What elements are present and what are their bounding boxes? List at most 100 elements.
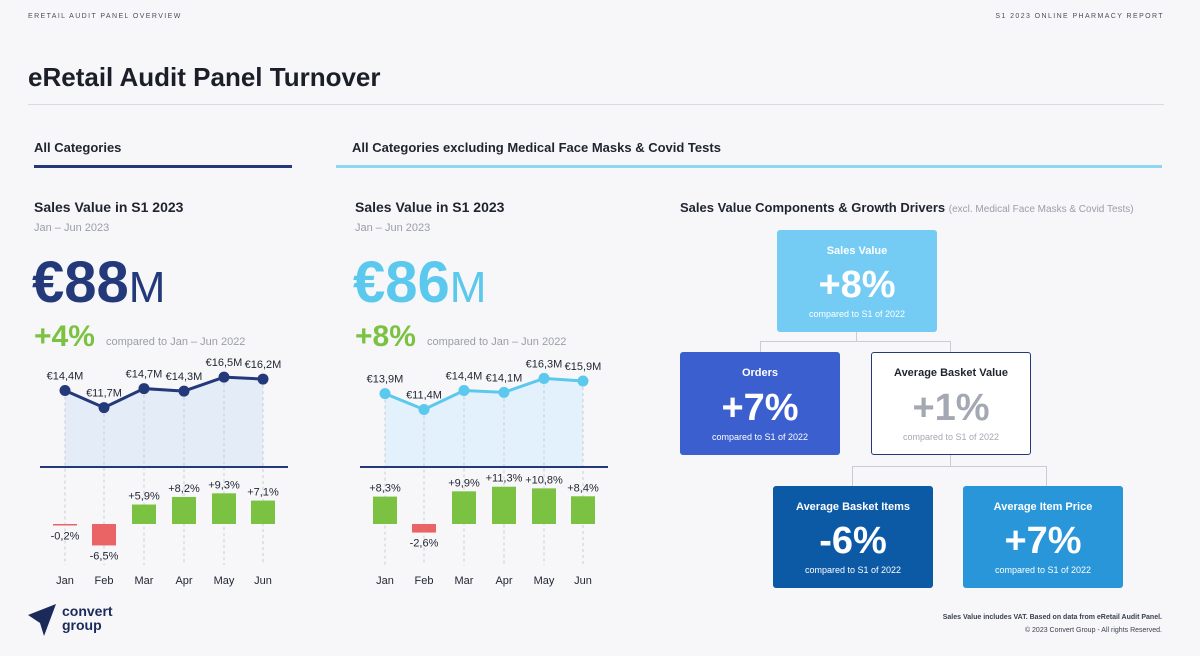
excl-month-label: Jan [376, 575, 394, 587]
avg-item-price-box: Average Item Price +7% compared to S1 of… [963, 486, 1123, 588]
all-bar-jan [53, 524, 77, 526]
excl-line-area [385, 378, 583, 467]
avg-item-price-note: compared to S1 of 2022 [994, 565, 1092, 575]
excl-point-feb [418, 403, 430, 415]
all-line-area [65, 377, 263, 467]
orders-label: Orders [741, 367, 779, 379]
excl-bar-may [532, 488, 556, 524]
avg-basket-items-note: compared to S1 of 2022 [804, 565, 902, 575]
all-value-label: €11,7M [86, 388, 122, 400]
section-excl-categories: All Categories excluding Medical Face Ma… [352, 140, 721, 155]
avg-basket-value-label: Average Basket Value [894, 367, 1008, 379]
logo-text: convert group [62, 604, 113, 632]
avg-item-price-label: Average Item Price [993, 501, 1093, 513]
section-all-underline [34, 165, 292, 168]
all-value-label: €14,4M [47, 370, 84, 382]
all-growth-label: +8,2% [168, 483, 200, 495]
excl-point-jun [577, 375, 589, 387]
excl-bar-feb [412, 524, 436, 533]
all-categories-chart: €14,4M€11,7M €14,7M €14,3M€16,5M €16,2M -0,2… [40, 357, 288, 587]
excl-month-label: Apr [495, 575, 512, 587]
all-month-label: Feb [95, 575, 114, 587]
all-growth-label: +5,9% [128, 491, 160, 503]
orders-growth: +7% [721, 387, 799, 429]
page-title: eRetail Audit Panel Turnover [28, 62, 381, 92]
avg-basket-items-box: Average Basket Items -6% compared to S1 … [773, 486, 933, 588]
excl-growth: +8% [355, 320, 416, 353]
sales-value-box: Sales Value +8% compared to S1 of 2022 [777, 230, 937, 332]
orders-note: compared to S1 of 2022 [711, 432, 809, 442]
all-point-jan [59, 384, 71, 396]
connector [950, 341, 951, 352]
excl-kpi-unit: M [449, 263, 487, 312]
all-bar-mar [132, 504, 156, 524]
all-value-label: €16,5M [206, 357, 243, 369]
avg-basket-value-box: Average Basket Value +1% compared to S1 … [871, 352, 1031, 455]
all-month-label: Mar [135, 575, 154, 587]
all-kpi-unit: M [128, 263, 166, 312]
excl-value-label: €14,1M [486, 372, 523, 384]
all-month-label: Jan [56, 575, 74, 587]
excl-growth-label: +8,3% [369, 483, 401, 495]
logo-line-2: group [62, 617, 102, 633]
connector [1046, 466, 1047, 486]
excl-kpi: €86M [353, 254, 486, 312]
excl-growth-label: +10,8% [525, 474, 563, 486]
all-value-label: €16,2M [245, 359, 282, 371]
all-sales-line [64, 375, 264, 410]
avg-basket-items-growth: -6% [819, 520, 887, 562]
sales-value-note: compared to S1 of 2022 [808, 309, 906, 319]
all-kpi-value: €88 [32, 250, 129, 315]
excl-bar-jan [373, 496, 397, 524]
excl-chart-period: Jan – Jun 2023 [355, 222, 431, 234]
all-bar-jun [251, 500, 275, 524]
all-bar-feb [92, 524, 116, 546]
excl-value-label: €15,9M [565, 361, 602, 373]
excl-point-may [538, 372, 550, 384]
all-month-label: Apr [175, 575, 192, 587]
excl-growth-label: +9,9% [448, 477, 480, 489]
excl-value-label: €13,9M [367, 374, 404, 386]
excl-growth-label: -2,6% [410, 538, 439, 550]
all-point-jun [257, 373, 269, 385]
excl-kpi-value: €86 [353, 250, 450, 315]
drivers-title: Sales Value Components & Growth Drivers … [680, 200, 1134, 215]
all-point-may [218, 371, 230, 383]
avg-basket-value-growth: +1% [912, 387, 990, 429]
all-point-apr [178, 385, 190, 397]
connector [852, 466, 853, 486]
avg-basket-items-label: Average Basket Items [796, 501, 910, 513]
all-growth-label: -0,2% [51, 531, 80, 543]
report-section-label: ERETAIL AUDIT PANEL OVERVIEW [28, 13, 182, 20]
excl-value-label: €14,4M [446, 370, 483, 382]
all-growth-label: +7,1% [247, 487, 279, 499]
avg-item-price-growth: +7% [1004, 520, 1082, 562]
all-value-label: €14,3M [166, 371, 203, 383]
all-month-label: Jun [254, 575, 272, 587]
all-chart-title: Sales Value in S1 2023 [34, 199, 184, 215]
connector [760, 341, 950, 342]
all-point-mar [138, 383, 150, 395]
connector [950, 455, 951, 467]
drivers-title-note: (excl. Medical Face Masks & Covid Tests) [948, 204, 1134, 215]
title-divider [28, 104, 1164, 105]
excl-value-label: €11,4M [406, 389, 442, 401]
orders-box: Orders +7% compared to S1 of 2022 [680, 352, 840, 455]
all-kpi: €88M [32, 254, 165, 312]
excl-chart-title: Sales Value in S1 2023 [355, 199, 505, 215]
excl-month-label: Feb [415, 575, 434, 587]
connector [852, 466, 1047, 467]
all-month-label: May [214, 575, 235, 587]
connector [760, 341, 761, 352]
all-growth: +4% [34, 320, 95, 353]
excl-month-label: Mar [455, 575, 474, 587]
footer-note: Sales Value includes VAT. Based on data … [942, 614, 1162, 621]
avg-basket-value-note: compared to S1 of 2022 [902, 432, 1000, 442]
excl-bar-jun [571, 496, 595, 524]
excl-point-jan [379, 388, 391, 400]
excl-growth-note: compared to Jan – Jun 2022 [427, 336, 567, 348]
convert-group-logo [28, 604, 56, 636]
report-name-label: S1 2023 ONLINE PHARMACY REPORT [995, 13, 1164, 20]
excl-month-label: Jun [574, 575, 592, 587]
all-growth-label: -6,5% [90, 550, 119, 562]
